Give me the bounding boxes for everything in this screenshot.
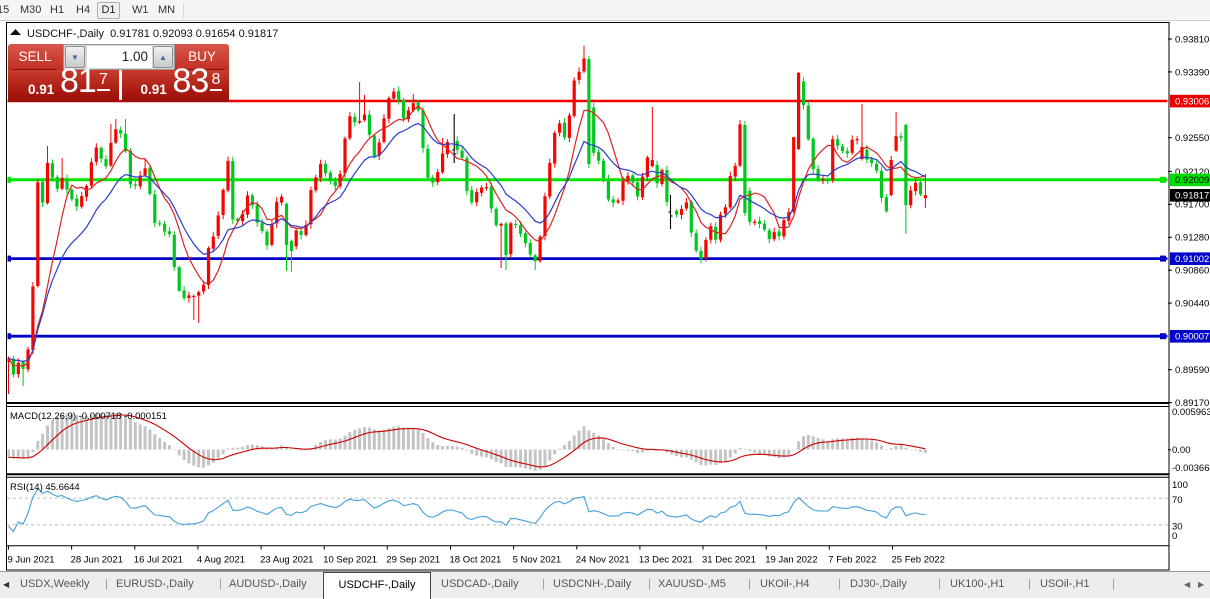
svg-text:5 Nov 2021: 5 Nov 2021 bbox=[513, 555, 562, 566]
svg-text:70: 70 bbox=[1172, 495, 1183, 506]
svg-text:RSI(14) 45.6644: RSI(14) 45.6644 bbox=[10, 482, 80, 493]
svg-text:0.89170: 0.89170 bbox=[1175, 398, 1209, 409]
svg-text:0.90007: 0.90007 bbox=[1175, 332, 1209, 343]
svg-text:0.93390: 0.93390 bbox=[1175, 67, 1209, 78]
svg-text:25 Feb 2022: 25 Feb 2022 bbox=[892, 555, 945, 566]
svg-text:0.91700: 0.91700 bbox=[1175, 200, 1209, 211]
svg-text:0.92550: 0.92550 bbox=[1175, 133, 1209, 144]
svg-text:31 Dec 2021: 31 Dec 2021 bbox=[702, 555, 756, 566]
svg-text:0.00: 0.00 bbox=[1172, 445, 1191, 456]
svg-text:0.91817: 0.91817 bbox=[1175, 191, 1209, 202]
svg-text:USDCHF-,Daily 0.91781 0.92093: USDCHF-,Daily 0.91781 0.92093 0.91654 0.… bbox=[27, 28, 278, 40]
svg-text:30: 30 bbox=[1172, 522, 1183, 533]
svg-text:13 Dec 2021: 13 Dec 2021 bbox=[639, 555, 693, 566]
svg-text:18 Oct 2021: 18 Oct 2021 bbox=[450, 555, 502, 566]
svg-text:0.91280: 0.91280 bbox=[1175, 233, 1209, 244]
svg-text:28 Jun 2021: 28 Jun 2021 bbox=[71, 555, 123, 566]
svg-text:100: 100 bbox=[1172, 480, 1188, 491]
svg-text:0.90860: 0.90860 bbox=[1175, 266, 1209, 277]
svg-text:16 Jul 2021: 16 Jul 2021 bbox=[134, 555, 183, 566]
svg-text:0.93810: 0.93810 bbox=[1175, 34, 1209, 45]
svg-text:0.92009: 0.92009 bbox=[1175, 175, 1209, 186]
svg-text:MACD(12,26,9) -0.000718 -0.000: MACD(12,26,9) -0.000718 -0.000151 bbox=[10, 411, 167, 422]
svg-text:0.92120: 0.92120 bbox=[1175, 167, 1209, 178]
svg-text:0.89590: 0.89590 bbox=[1175, 365, 1209, 376]
svg-text:0.91002: 0.91002 bbox=[1175, 254, 1209, 265]
svg-text:0: 0 bbox=[1172, 531, 1177, 542]
svg-text:0.90440: 0.90440 bbox=[1175, 299, 1209, 310]
svg-text:9 Jun 2021: 9 Jun 2021 bbox=[8, 555, 55, 566]
svg-text:24 Nov 2021: 24 Nov 2021 bbox=[576, 555, 630, 566]
svg-text:10 Sep 2021: 10 Sep 2021 bbox=[323, 555, 377, 566]
svg-text:-0.003664: -0.003664 bbox=[1172, 463, 1210, 474]
svg-text:0.93006: 0.93006 bbox=[1175, 96, 1209, 107]
svg-text:4 Aug 2021: 4 Aug 2021 bbox=[197, 555, 245, 566]
svg-text:29 Sep 2021: 29 Sep 2021 bbox=[386, 555, 440, 566]
svg-text:23 Aug 2021: 23 Aug 2021 bbox=[260, 555, 313, 566]
svg-text:0.005963: 0.005963 bbox=[1172, 407, 1210, 418]
svg-text:19 Jan 2022: 19 Jan 2022 bbox=[765, 555, 817, 566]
svg-text:7 Feb 2022: 7 Feb 2022 bbox=[828, 555, 876, 566]
